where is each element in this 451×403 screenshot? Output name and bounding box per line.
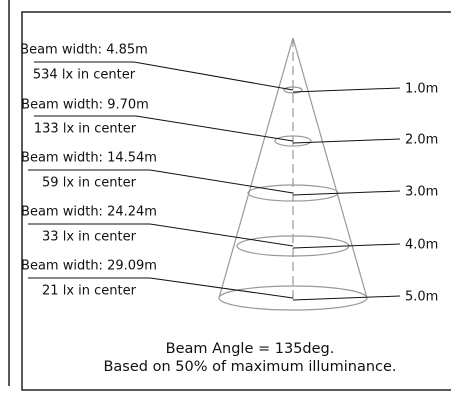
illuminance: 21 lx in center (42, 284, 137, 299)
distance: 4.0m (405, 238, 438, 253)
distance-leader (292, 243, 401, 249)
leader (149, 223, 294, 247)
beam-width: Beam width: 24.24m (21, 205, 157, 220)
beam-ellipse (283, 86, 303, 94)
distance: 1.0m (405, 82, 438, 97)
distance-leader (292, 87, 401, 93)
beam-width: Beam width: 14.54m (21, 151, 157, 166)
distance: 2.0m (405, 133, 438, 148)
distance-leader (292, 190, 401, 196)
levels: Beam width: 4.85m 534 lx in center 1.0m Bea… (20, 43, 438, 311)
cone-edge (218, 37, 294, 299)
caption: Beam Angle = 135deg. (166, 341, 335, 357)
beam-ellipse (274, 135, 312, 147)
illuminance: 33 lx in center (42, 230, 137, 245)
distance: 5.0m (405, 290, 438, 305)
beam-width: Beam width: 9.70m (21, 98, 149, 113)
caption: Based on 50% of maximum illuminance. (103, 359, 396, 375)
beam-width: Beam width: 4.85m (20, 43, 148, 58)
distance: 3.0m (405, 185, 438, 200)
leader (135, 115, 294, 142)
beam-ellipse (218, 285, 368, 311)
illuminance: 59 lx in center (42, 176, 137, 191)
leader (133, 61, 294, 91)
leader (149, 277, 294, 299)
cone-edge (292, 37, 368, 299)
distance-leader (292, 138, 401, 144)
frame (21, 11, 451, 391)
leader (149, 169, 294, 194)
illuminance: 133 lx in center (34, 122, 137, 137)
illuminance: 534 lx in center (33, 68, 136, 83)
beam-width: Beam width: 29.09m (21, 259, 157, 274)
distance-leader (292, 295, 401, 301)
